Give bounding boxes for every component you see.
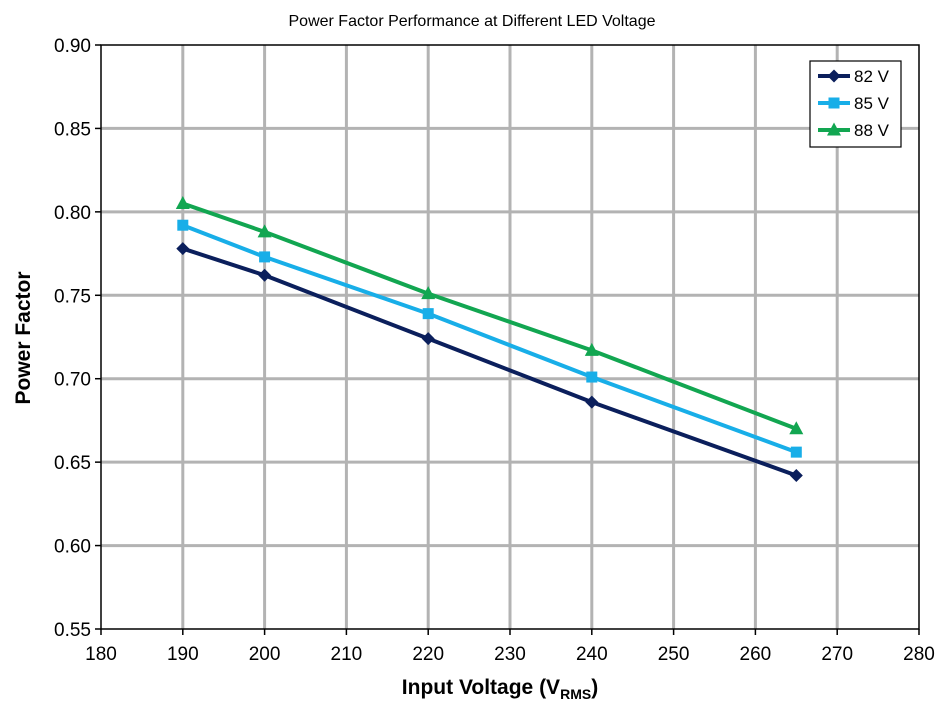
data-point-85v xyxy=(790,446,802,458)
y-tick-label: 0.80 xyxy=(54,203,91,224)
series-line-82v xyxy=(182,246,797,478)
data-point-82v xyxy=(585,395,599,409)
x-tick-label: 190 xyxy=(167,644,199,665)
x-tick-label: 210 xyxy=(331,644,363,665)
y-tick-label: 0.90 xyxy=(54,36,91,57)
legend: 82 V 85 V 88 V xyxy=(809,60,902,148)
x-tick-label: 250 xyxy=(658,644,690,665)
data-point-85v xyxy=(259,251,271,263)
markers xyxy=(175,196,804,482)
data-point-88v xyxy=(421,286,436,300)
x-tick-label: 280 xyxy=(903,644,935,665)
chart-title: Power Factor Performance at Different LE… xyxy=(289,13,656,30)
data-point-88v xyxy=(175,196,190,210)
data-point-88v xyxy=(257,224,272,238)
y-axis-title: Power Factor xyxy=(12,271,35,404)
x-tick-label: 240 xyxy=(576,644,608,665)
data-point-82v xyxy=(421,332,435,346)
data-point-88v xyxy=(789,421,804,435)
legend-label: 88 V xyxy=(854,121,890,140)
y-tick-label: 0.75 xyxy=(54,286,91,307)
x-tick-label: 180 xyxy=(85,644,117,665)
x-tick-label: 270 xyxy=(821,644,853,665)
legend-marker xyxy=(827,69,841,83)
y-ticks: 0.55 0.60 0.65 0.70 0.75 0.80 0.85 0.90 xyxy=(54,36,101,641)
legend-marker xyxy=(827,122,841,136)
data-point-85v xyxy=(586,371,598,383)
y-tick-label: 0.55 xyxy=(54,620,91,641)
x-tick-label: 200 xyxy=(249,644,281,665)
x-ticks: 180 190 200 210 220 230 240 250 260 270 280 xyxy=(85,629,935,665)
series-lines xyxy=(182,201,798,478)
y-tick-label: 0.65 xyxy=(54,453,91,474)
series-line-88v xyxy=(182,201,798,431)
grid xyxy=(100,44,920,630)
legend-label: 82 V xyxy=(854,67,890,86)
legend-marker xyxy=(828,97,840,109)
data-point-85v xyxy=(177,219,189,231)
data-point-82v xyxy=(176,242,190,256)
data-point-88v xyxy=(584,342,599,356)
series-line-85v xyxy=(182,223,797,455)
data-point-85v xyxy=(422,308,434,320)
y-tick-label: 0.60 xyxy=(54,537,91,558)
y-tick-label: 0.85 xyxy=(54,119,91,140)
y-tick-label: 0.70 xyxy=(54,370,91,391)
x-tick-label: 230 xyxy=(494,644,526,665)
x-tick-label: 220 xyxy=(412,644,444,665)
x-tick-label: 260 xyxy=(740,644,772,665)
legend-label: 85 V xyxy=(854,94,890,113)
data-point-82v xyxy=(258,268,272,282)
x-axis-title: Input Voltage (VRMS) xyxy=(402,676,598,702)
data-point-82v xyxy=(789,468,803,482)
